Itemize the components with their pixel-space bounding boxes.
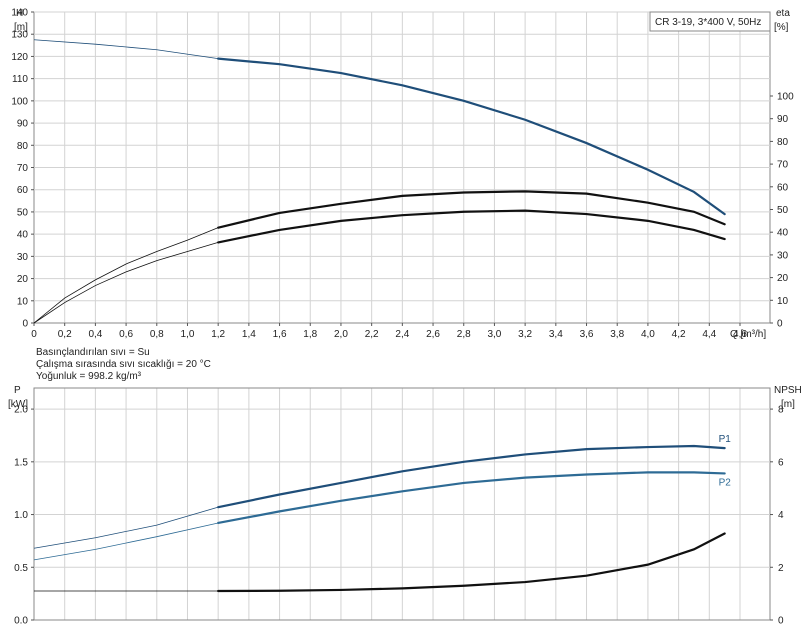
top-efficiency-lower-bold-line <box>217 209 726 244</box>
top-head-thin-line <box>33 39 219 60</box>
bottom-right-tick-label: 2 <box>778 563 784 574</box>
top-x-tick-label: 2,0 <box>334 329 348 340</box>
top-x-tick-label: 3,4 <box>549 329 563 340</box>
top-left-tick-label: 60 <box>17 185 29 196</box>
bottom-right-axis-title: NPSH <box>774 385 802 396</box>
note-fluid: Basınçlandırılan sıvı = Su <box>36 347 150 358</box>
top-left-tick-label: 70 <box>17 163 29 174</box>
top-left-tick-label: 110 <box>12 74 28 85</box>
top-left-tick-label: 10 <box>17 296 29 307</box>
top-right-tick-label: 60 <box>777 182 789 193</box>
note-density: Yoğunluk = 998.2 kg/m³ <box>36 371 141 382</box>
top-x-tick-label: 2,2 <box>365 329 379 340</box>
top-left-axis-title: H <box>16 8 23 19</box>
bottom-left-tick-label: 1.5 <box>14 457 28 468</box>
top-x-tick-label: 1,8 <box>303 329 317 340</box>
top-right-tick-label: 0 <box>777 319 783 330</box>
bottom-P1-bold-line <box>217 444 726 509</box>
note-temperature: Çalışma sırasında sıvı sıcaklığı = 20 °C <box>36 359 211 370</box>
top-left-axis-unit: [m] <box>14 22 28 33</box>
bottom-npsh-bold-line <box>217 532 726 593</box>
top-x-tick-label: 4,2 <box>672 329 686 340</box>
top-x-tick-label: 0,6 <box>119 329 133 340</box>
bottom-left-tick-label: 0.0 <box>14 616 28 627</box>
top-left-tick-label: 140 <box>11 8 28 19</box>
top-left-tick-label: 50 <box>17 207 29 218</box>
bottom-right-tick-label: 8 <box>778 405 784 416</box>
top-left-tick-label: 80 <box>17 141 29 152</box>
top-right-tick-label: 30 <box>777 250 789 261</box>
top-efficiency-lower-thin-line <box>33 242 219 324</box>
bottom-plot-frame <box>33 387 771 621</box>
top-x-tick-label: 1,4 <box>242 329 256 340</box>
top-x-tick-label: 3,6 <box>580 329 594 340</box>
top-legend-text: CR 3-19, 3*400 V, 50Hz <box>655 17 761 28</box>
top-x-axis-title: Q [m³/h] <box>730 329 766 340</box>
top-right-tick-label: 20 <box>777 273 789 284</box>
top-x-tick-label: 4,6 <box>733 329 747 340</box>
top-right-tick-label: 80 <box>777 137 789 148</box>
top-right-tick-label: 90 <box>777 114 789 125</box>
top-x-tick-label: 2,8 <box>457 329 471 340</box>
top-x-tick-label: 0,8 <box>150 329 164 340</box>
bottom-left-axis-title: P <box>14 385 21 396</box>
top-left-tick-label: 40 <box>17 230 29 241</box>
top-left-tick-label: 90 <box>17 119 29 130</box>
top-right-axis-unit: [%] <box>774 22 789 33</box>
top-efficiency-upper-thin-line <box>33 227 219 324</box>
top-x-tick-label: 1,0 <box>181 329 195 340</box>
top-right-tick-label: 50 <box>777 205 789 216</box>
top-left-tick-label: 130 <box>11 30 28 41</box>
top-right-axis-title: eta <box>776 8 790 19</box>
fluid-notes: Basınçlandırılan sıvı = Su Çalışma sıras… <box>36 347 211 383</box>
bottom-left-axis-unit: [kW] <box>8 399 28 410</box>
top-left-tick-label: 20 <box>17 274 29 285</box>
top-left-tick-label: 100 <box>11 96 28 107</box>
top-x-tick-label: 2,6 <box>426 329 440 340</box>
top-left-tick-label: 30 <box>17 252 29 263</box>
top-x-tick-label: 3,8 <box>610 329 624 340</box>
top-right-tick-label: 100 <box>777 92 794 103</box>
bottom-series-label-P2: P2 <box>719 477 732 488</box>
top-x-tick-label: 0,4 <box>88 329 102 340</box>
top-right-tick-label: 10 <box>777 296 789 307</box>
top-x-tick-label: 3,0 <box>487 329 501 340</box>
bottom-right-tick-label: 0 <box>778 616 784 627</box>
top-right-tick-label: 40 <box>777 228 789 239</box>
top-x-tick-label: 1,6 <box>273 329 287 340</box>
bottom-right-tick-label: 4 <box>778 510 784 521</box>
bottom-P1-thin-line <box>33 506 219 549</box>
bottom-left-tick-label: 2.0 <box>14 405 28 416</box>
top-x-tick-label: 2,4 <box>395 329 409 340</box>
bottom-right-axis-unit: [m] <box>781 399 795 410</box>
bottom-P2-bold-line <box>217 471 726 525</box>
bottom-right-tick-label: 6 <box>778 457 784 468</box>
top-left-tick-label: 120 <box>11 52 28 63</box>
bottom-P2-thin-line <box>33 522 219 561</box>
top-efficiency-upper-bold-line <box>217 190 726 229</box>
top-right-tick-label: 70 <box>777 160 789 171</box>
top-x-tick-label: 0,2 <box>58 329 72 340</box>
bottom-left-tick-label: 0.5 <box>14 563 28 574</box>
top-x-tick-label: 1,2 <box>211 329 225 340</box>
top-x-tick-label: 4,0 <box>641 329 655 340</box>
top-x-tick-label: 3,2 <box>518 329 532 340</box>
top-x-tick-label: 4,4 <box>702 329 716 340</box>
top-x-tick-label: 0 <box>31 329 37 340</box>
bottom-series-label-P1: P1 <box>719 434 732 445</box>
bottom-left-tick-label: 1.0 <box>14 510 28 521</box>
top-legend-box <box>649 11 771 32</box>
top-left-tick-label: 0 <box>22 319 28 330</box>
top-head-bold-line <box>217 57 726 216</box>
